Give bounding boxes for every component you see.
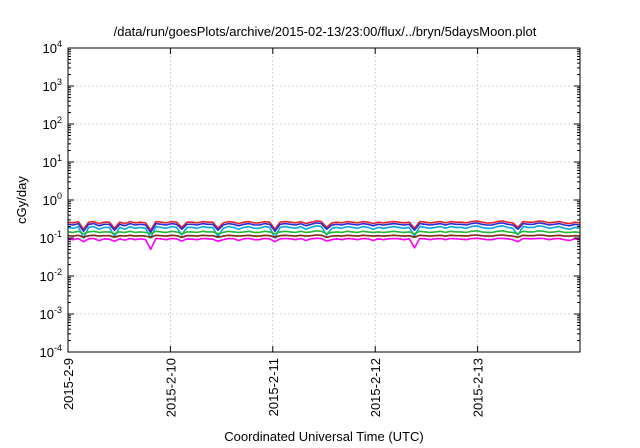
x-axis: 2015-2-9 2015-2-10 2015-2-11 2015-2-12 2015-… xyxy=(61,48,486,417)
series-line-4 xyxy=(67,230,581,235)
y-tick-label: 103 xyxy=(43,77,62,94)
y-tick-label: 101 xyxy=(43,153,62,170)
y-tick-label: 10-4 xyxy=(40,343,62,360)
chart-title: /data/run/goesPlots/archive/2015-02-13/2… xyxy=(114,24,537,39)
y-tick-label: 100 xyxy=(43,191,62,208)
x-tick-label: 2015-2-10 xyxy=(163,358,178,417)
x-tick-label: 2015-2-9 xyxy=(61,358,76,410)
x-tick-label: 2015-2-12 xyxy=(368,358,383,417)
y-tick-label: 10-2 xyxy=(40,267,62,284)
y-axis: 10-4 10-3 10-2 10-1 100 101 102 103 104 xyxy=(40,39,580,360)
series-line-5 xyxy=(67,234,581,238)
x-axis-label: Coordinated Universal Time (UTC) xyxy=(224,429,423,444)
series-line-6 xyxy=(67,237,581,251)
y-axis-label: cGy/day xyxy=(14,176,29,224)
y-tick-label: 102 xyxy=(43,115,62,132)
x-tick-label: 2015-2-11 xyxy=(266,358,281,416)
y-tick-label: 104 xyxy=(43,39,62,56)
series-layer xyxy=(67,220,581,251)
y-tick-label: 10-1 xyxy=(40,229,62,246)
series-line-2 xyxy=(67,222,581,234)
y-tick-label: 10-3 xyxy=(40,305,62,322)
x-tick-label: 2015-2-13 xyxy=(471,358,486,417)
grid xyxy=(68,48,580,352)
series-line-1 xyxy=(67,220,581,231)
